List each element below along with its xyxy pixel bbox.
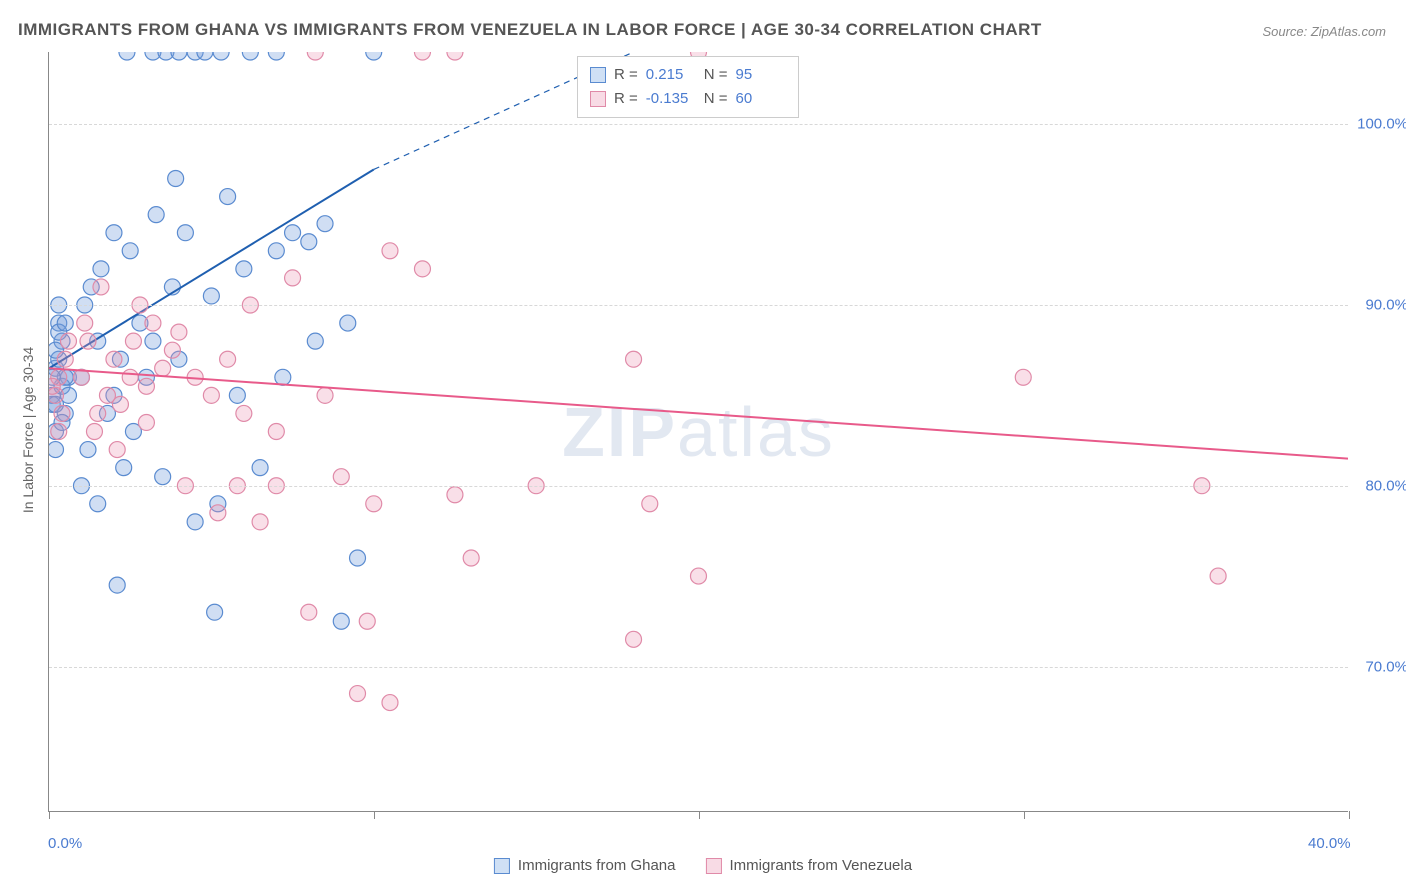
x-tick (49, 811, 50, 819)
grid-line (49, 667, 1348, 668)
legend: Immigrants from Ghana Immigrants from Ve… (494, 857, 912, 874)
watermark-light: atlas (677, 393, 835, 471)
grid-line (49, 305, 1348, 306)
chart-container: IMMIGRANTS FROM GHANA VS IMMIGRANTS FROM… (0, 0, 1406, 892)
watermark-bold: ZIP (562, 393, 677, 471)
legend-item-ghana: Immigrants from Ghana (494, 857, 676, 874)
scatter-plot-svg (49, 52, 1348, 811)
stats-swatch-ghana (590, 67, 606, 83)
stats-row-ghana: R = 0.215 N = 95 (590, 63, 786, 87)
r-label: R = (614, 63, 638, 87)
plot-area: ZIPatlas R = 0.215 N = 95 R = -0.135 N =… (48, 52, 1348, 812)
n-value-venezuela: 60 (736, 87, 786, 111)
n-value-ghana: 95 (736, 63, 786, 87)
r-label: R = (614, 87, 638, 111)
grid-line (49, 124, 1348, 125)
stats-row-venezuela: R = -0.135 N = 60 (590, 87, 786, 111)
x-tick (1349, 811, 1350, 819)
grid-line (49, 486, 1348, 487)
y-tick-label: 100.0% (1353, 116, 1406, 133)
stats-swatch-venezuela (590, 91, 606, 107)
x-tick (699, 811, 700, 819)
x-tick-label: 40.0% (1308, 835, 1351, 852)
legend-item-venezuela: Immigrants from Venezuela (705, 857, 912, 874)
legend-swatch-ghana (494, 858, 510, 874)
y-tick-label: 90.0% (1353, 297, 1406, 314)
correlation-stats-box: R = 0.215 N = 95 R = -0.135 N = 60 (577, 56, 799, 118)
n-label: N = (704, 87, 728, 111)
y-axis-label: In Labor Force | Age 30-34 (20, 347, 36, 513)
x-tick (1024, 811, 1025, 819)
legend-label-venezuela: Immigrants from Venezuela (729, 857, 912, 874)
n-label: N = (704, 63, 728, 87)
source-label: Source: ZipAtlas.com (1262, 24, 1386, 39)
legend-swatch-venezuela (705, 858, 721, 874)
x-tick (374, 811, 375, 819)
watermark: ZIPatlas (562, 392, 835, 472)
x-tick-label: 0.0% (48, 835, 82, 852)
r-value-venezuela: -0.135 (646, 87, 696, 111)
y-tick-label: 80.0% (1353, 478, 1406, 495)
chart-title: IMMIGRANTS FROM GHANA VS IMMIGRANTS FROM… (18, 20, 1042, 40)
r-value-ghana: 0.215 (646, 63, 696, 87)
y-tick-label: 70.0% (1353, 659, 1406, 676)
legend-label-ghana: Immigrants from Ghana (518, 857, 676, 874)
